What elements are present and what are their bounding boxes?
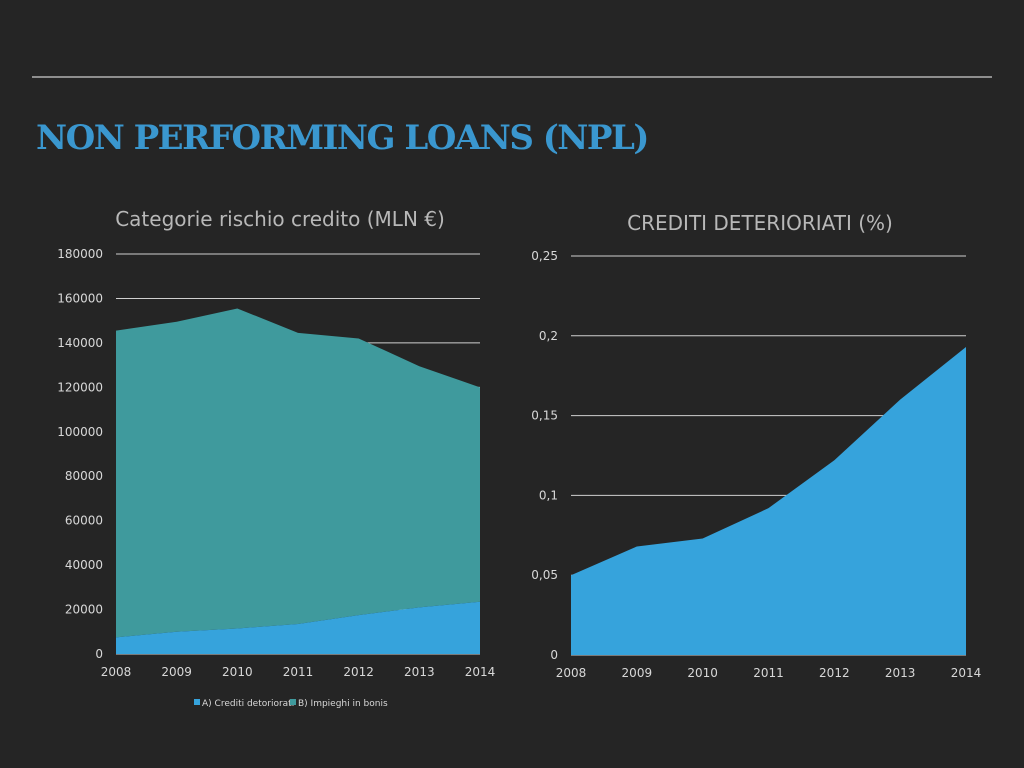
chart1-ytick-label: 100000 <box>57 425 103 439</box>
chart1-ytick-label: 180000 <box>57 247 103 261</box>
chart1-ytick-label: 40000 <box>65 558 103 572</box>
chart1-xtick-label: 2012 <box>343 665 374 679</box>
chart1-ytick-label: 20000 <box>65 603 103 617</box>
legend-swatch <box>194 699 200 705</box>
chart1-xtick-label: 2010 <box>222 665 253 679</box>
chart1-ytick-label: 0 <box>95 647 103 661</box>
chart1-xtick-label: 2013 <box>404 665 435 679</box>
chart1-ytick-label: 60000 <box>65 514 103 528</box>
chart1-series-b-area <box>116 308 480 638</box>
slide-title: NON PERFORMING LOANS (NPL) <box>36 118 649 158</box>
chart1-xtick-label: 2014 <box>465 665 496 679</box>
chart1-xtick-label: 2009 <box>161 665 192 679</box>
chart1-ytick-label: 160000 <box>57 291 103 305</box>
legend-label: B) Impieghi in bonis <box>298 699 388 709</box>
top-divider <box>32 76 992 78</box>
legend-label: A) Crediti detoriorati <box>202 699 294 709</box>
chart1-ytick-label: 140000 <box>57 336 103 350</box>
legend-swatch <box>290 699 296 705</box>
chart1-title: Categorie rischio credito (MLN €) <box>115 207 445 231</box>
chart1-xtick-label: 2008 <box>101 665 132 679</box>
chart1-xtick-label: 2011 <box>283 665 314 679</box>
chart1-ytick-label: 80000 <box>65 469 103 483</box>
chart1-ytick-label: 120000 <box>57 380 103 394</box>
chart1-series-a-area <box>116 601 480 654</box>
